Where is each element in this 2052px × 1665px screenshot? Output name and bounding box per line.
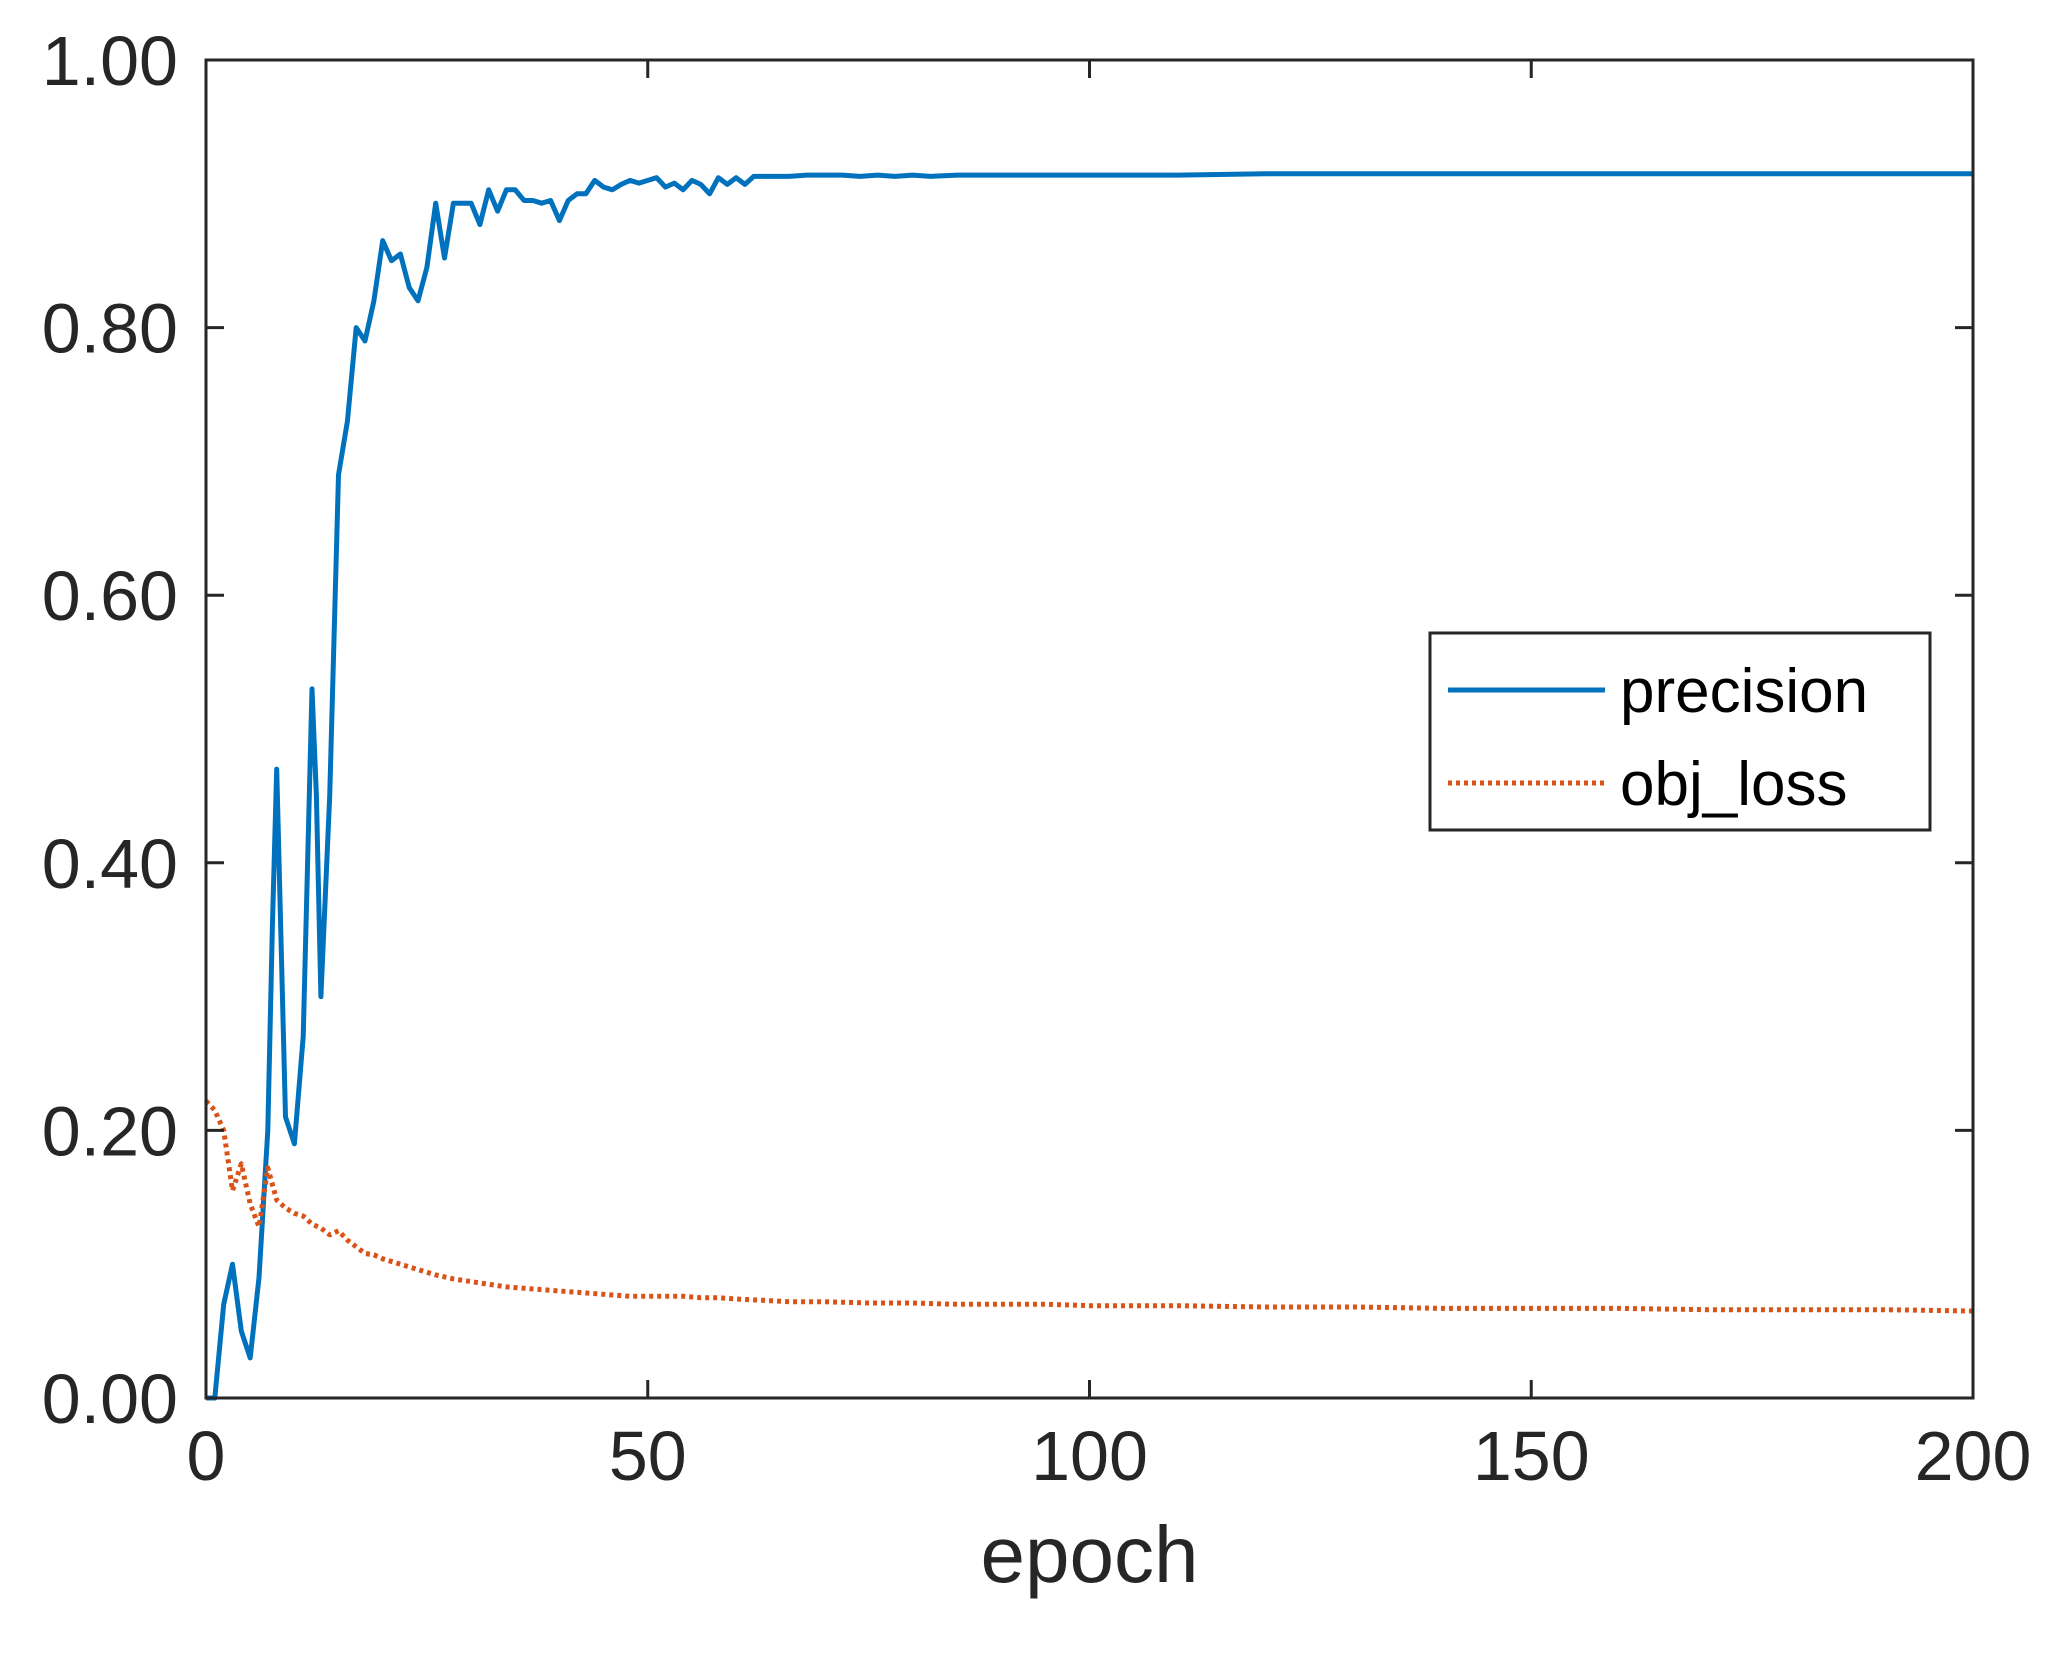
x-tick-label: 100 (1031, 1417, 1148, 1495)
y-tick-label: 1.00 (42, 22, 178, 100)
legend-items: precision obj_loss (1448, 657, 1868, 819)
y-tick-label: 0.40 (42, 825, 178, 903)
y-tick-label: 0.00 (42, 1360, 178, 1438)
series-line-precision (206, 171, 1973, 1401)
y-tick-label: 0.80 (42, 290, 178, 368)
x-tick-label: 0 (187, 1417, 226, 1495)
x-tick-label: 50 (609, 1417, 687, 1495)
x-tick-label: 150 (1473, 1417, 1590, 1495)
x-axis-title: epoch (981, 1510, 1199, 1599)
ticks-layer: 0 50 100 150 200 0.00 0.20 0.40 0.60 0.80 1.00 (42, 22, 2032, 1495)
legend-label-obj-loss: obj_loss (1620, 750, 1847, 819)
y-tick-label: 0.20 (42, 1092, 178, 1170)
legend-box (1428, 631, 1932, 832)
y-tick-label: 0.60 (42, 557, 178, 635)
plot-area (204, 171, 1974, 1401)
series-line-obj-loss (204, 1099, 1974, 1314)
legend: precision obj_loss (1428, 631, 1932, 832)
x-tick-label: 200 (1915, 1417, 2032, 1495)
legend-label-precision: precision (1620, 657, 1868, 726)
series-layer (204, 171, 1974, 1401)
